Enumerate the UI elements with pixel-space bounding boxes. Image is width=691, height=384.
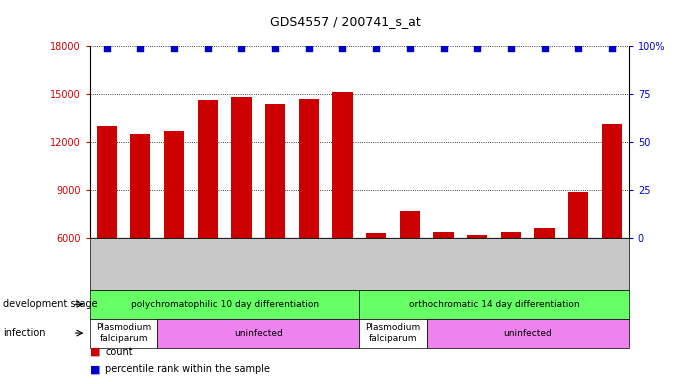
Point	[573, 45, 584, 51]
Point	[472, 45, 483, 51]
Bar	[535, 228, 555, 334]
Point	[539, 45, 550, 51]
Bar	[433, 232, 453, 334]
Bar	[299, 99, 319, 334]
Point	[101, 45, 112, 51]
Bar	[97, 126, 117, 334]
Bar	[399, 211, 420, 334]
Text: ■: ■	[90, 364, 100, 374]
Text: count: count	[105, 347, 133, 357]
Text: uninfected: uninfected	[503, 329, 552, 338]
Bar	[164, 131, 184, 334]
Text: uninfected: uninfected	[234, 329, 283, 338]
Bar	[231, 97, 252, 334]
Point	[269, 45, 281, 51]
Point	[202, 45, 214, 51]
Text: polychromatophilic 10 day differentiation: polychromatophilic 10 day differentiatio…	[131, 300, 319, 309]
Text: infection: infection	[3, 328, 46, 338]
Bar	[602, 124, 622, 334]
Point	[404, 45, 415, 51]
Bar	[501, 232, 521, 334]
Point	[169, 45, 180, 51]
Point	[303, 45, 314, 51]
Text: orthochromatic 14 day differentiation: orthochromatic 14 day differentiation	[409, 300, 579, 309]
Bar	[568, 192, 588, 334]
Text: Plasmodium
falciparum: Plasmodium falciparum	[96, 323, 151, 343]
Bar	[366, 233, 386, 334]
Point	[607, 45, 618, 51]
Text: development stage: development stage	[3, 299, 98, 310]
Point	[135, 45, 146, 51]
Text: GDS4557 / 200741_s_at: GDS4557 / 200741_s_at	[270, 15, 421, 28]
Text: Plasmodium
falciparum: Plasmodium falciparum	[366, 323, 421, 343]
Text: ■: ■	[90, 347, 100, 357]
Point	[236, 45, 247, 51]
Bar	[467, 235, 487, 334]
Point	[438, 45, 449, 51]
Point	[370, 45, 381, 51]
Text: percentile rank within the sample: percentile rank within the sample	[105, 364, 270, 374]
Bar	[265, 104, 285, 334]
Point	[505, 45, 516, 51]
Bar	[332, 93, 352, 334]
Bar	[198, 101, 218, 334]
Point	[337, 45, 348, 51]
Bar	[130, 134, 151, 334]
